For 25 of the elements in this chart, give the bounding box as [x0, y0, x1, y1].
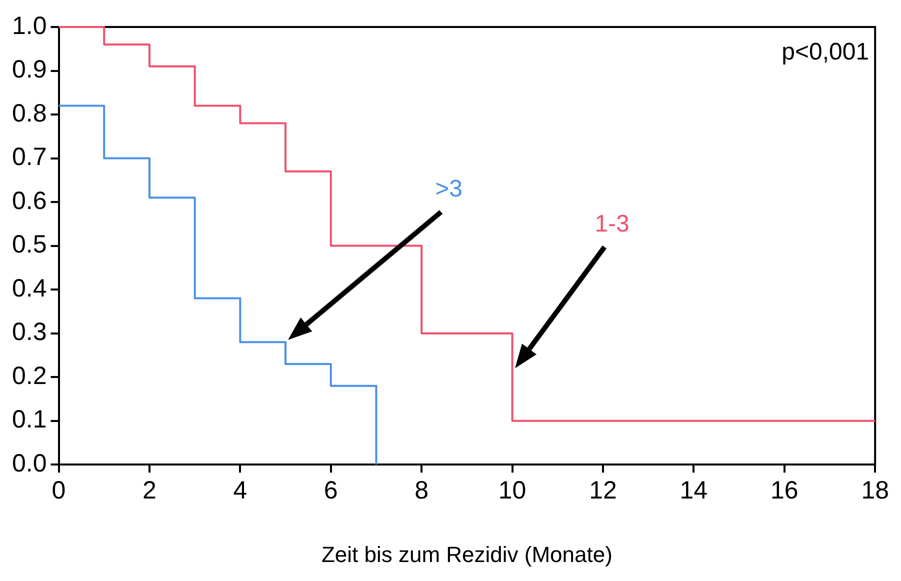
y-tick-label: 0.5: [12, 230, 47, 259]
text: >3: [435, 176, 462, 203]
y-tick-label: 0.6: [12, 186, 47, 215]
y-tick-label: 0.2: [12, 362, 47, 390]
x-tick-label: 12: [589, 476, 617, 504]
x-tick-label: 0: [52, 476, 66, 504]
y-tick-label: 0.9: [12, 56, 47, 84]
x-tick-label: 8: [414, 476, 429, 504]
x-tick-label: 18: [861, 476, 889, 504]
x-tick-label: 4: [233, 476, 248, 504]
x-tick-label: 10: [498, 476, 526, 504]
y-tick-label: 0.7: [12, 143, 47, 172]
y-tick-label: 0.0: [12, 449, 47, 478]
x-tick-label: 6: [324, 476, 338, 504]
y-tick-label: 0.1: [12, 406, 47, 434]
x-tick-label: 16: [770, 476, 798, 504]
y-tick-label: 0.4: [12, 274, 47, 302]
x-tick-label: 14: [680, 476, 708, 504]
x-tick-label: 2: [142, 476, 156, 504]
y-tick-label: 0.3: [12, 318, 47, 346]
text: 1-3: [594, 210, 630, 238]
annotation: p<0,001: [782, 38, 870, 66]
y-tick-label: 1.0: [12, 12, 47, 40]
y-tick-label: 0.8: [12, 99, 47, 128]
x-axis-title: Zeit bis zum Rezidiv (Monate): [321, 542, 612, 567]
